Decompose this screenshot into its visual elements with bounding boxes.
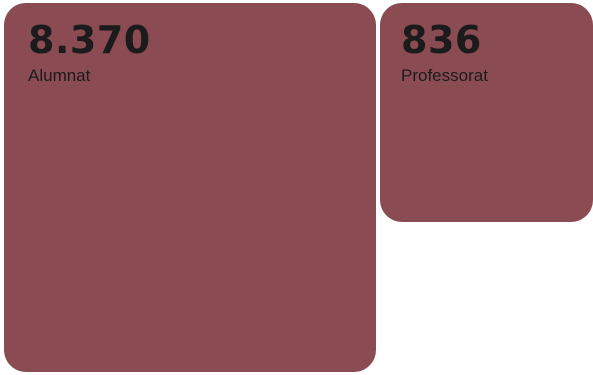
stat-tile-professorat[interactable]: 836 Professorat xyxy=(380,3,593,222)
stat-tile-alumnat[interactable]: 8.370 Alumnat xyxy=(4,3,376,372)
stat-label-professorat: Professorat xyxy=(401,66,488,85)
stat-value-professorat: 836 xyxy=(401,18,482,62)
stat-value-alumnat: 8.370 xyxy=(28,18,151,62)
stat-label-alumnat: Alumnat xyxy=(28,66,91,85)
